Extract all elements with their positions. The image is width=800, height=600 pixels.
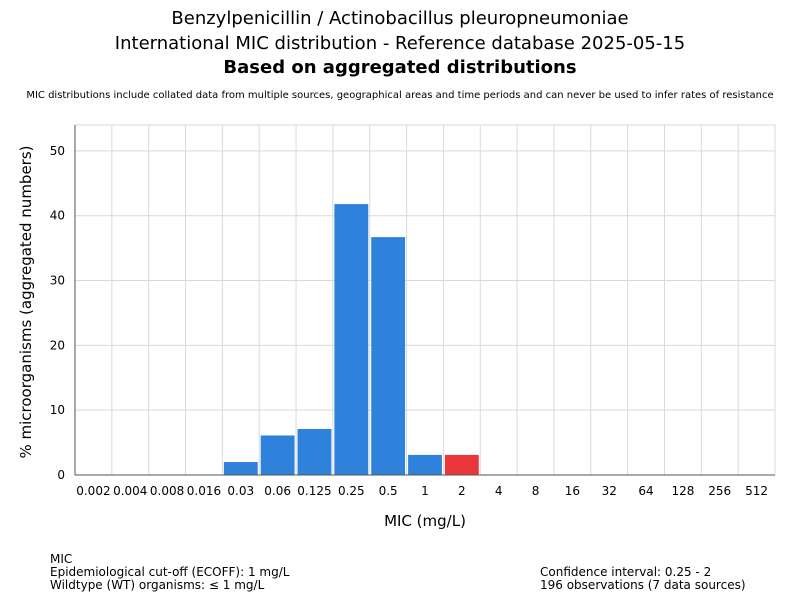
- chart-title-line-1: Benzylpenicillin / Actinobacillus pleuro…: [171, 8, 629, 29]
- y-tick-label: 10: [50, 403, 65, 417]
- x-tick-label: 64: [638, 484, 653, 498]
- y-tick-label: 40: [50, 209, 65, 223]
- chart-title-line-2: International MIC distribution - Referen…: [114, 33, 686, 54]
- footer-mic-label: MIC: [50, 552, 73, 566]
- x-tick-label: 8: [532, 484, 540, 498]
- y-tick-label: 0: [57, 468, 65, 482]
- chart-title-line-3: Based on aggregated distributions: [223, 57, 577, 78]
- x-tick-label: 4: [495, 484, 503, 498]
- bar-0.06: [260, 435, 295, 475]
- y-axis-title: % microorganisms (aggregated numbers): [17, 145, 35, 458]
- footer-left: MIC Epidemiological cut-off (ECOFF): 1 m…: [50, 553, 289, 592]
- x-tick-label: 0.03: [227, 484, 254, 498]
- x-tick-label: 0.06: [264, 484, 291, 498]
- bar-0.125: [297, 428, 332, 475]
- y-tick-label: 20: [50, 338, 65, 352]
- bar-1: [408, 454, 442, 475]
- x-tick-label: 512: [745, 484, 768, 498]
- x-tick-label: 0.004: [113, 484, 147, 498]
- x-tick-label: 128: [671, 484, 694, 498]
- footer-right: Confidence interval: 0.25 - 2 196 observ…: [540, 566, 746, 592]
- x-tick-label: 16: [565, 484, 580, 498]
- chart-disclaimer: MIC distributions include collated data …: [26, 90, 774, 101]
- x-tick-label: 0.25: [338, 484, 365, 498]
- bar-2: [444, 454, 479, 475]
- y-tick-label: 30: [50, 274, 65, 288]
- x-tick-label: 0.008: [150, 484, 184, 498]
- bar-0.03: [223, 462, 258, 475]
- x-tick-label: 256: [708, 484, 731, 498]
- footer-ecoff: Epidemiological cut-off (ECOFF): 1 mg/L: [50, 565, 290, 579]
- bar-0.25: [334, 204, 369, 475]
- x-tick-label: 0.125: [297, 484, 331, 498]
- x-tick-label: 2: [458, 484, 466, 498]
- x-axis-title: MIC (mg/L): [384, 512, 466, 530]
- footer-observations: 196 observations (7 data sources): [540, 578, 746, 592]
- footer-wildtype: Wildtype (WT) organisms: ≤ 1 mg/L: [50, 578, 265, 592]
- x-tick-label: 0.5: [379, 484, 398, 498]
- plot-frame: [74, 124, 776, 476]
- x-tick-label: 32: [602, 484, 617, 498]
- x-tick-label: 1: [421, 484, 429, 498]
- footer-confidence-interval: Confidence interval: 0.25 - 2: [540, 565, 712, 579]
- x-tick-label: 0.016: [187, 484, 221, 498]
- bar-0.5: [371, 237, 406, 475]
- y-tick-label: 50: [50, 144, 65, 158]
- x-tick-label: 0.002: [76, 484, 110, 498]
